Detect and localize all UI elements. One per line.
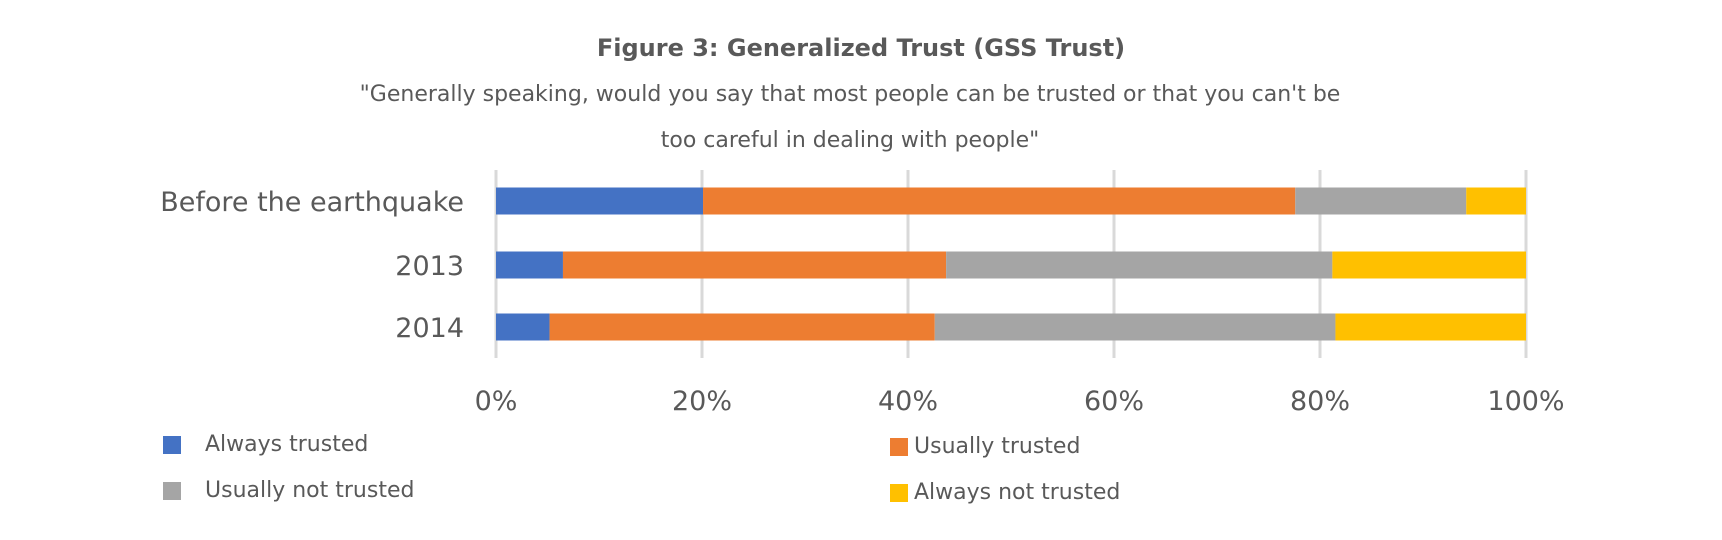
legend-item-usually-trusted: Usually trusted (890, 434, 1080, 459)
legend-item-usually-not-trusted: Usually not trusted (163, 478, 414, 503)
chart-title: Figure 3: Generalized Trust (GSS Trust) (596, 34, 1126, 62)
bar-segment-usually-trusted (703, 187, 1296, 215)
bar-segment-usually-not-trusted (1295, 187, 1467, 215)
bar-segment-usually-not-trusted (946, 251, 1333, 279)
legend-item-always-trusted: Always trusted (163, 432, 368, 457)
bar-segment-always-trusted (496, 251, 563, 279)
legend-label: Usually trusted (914, 434, 1081, 459)
category-label: 2014 (395, 313, 464, 344)
x-tick-label: 80% (1290, 386, 1350, 417)
legend-label: Always trusted (205, 432, 369, 457)
chart-subtitle-line-1: "Generally speaking, would you say that … (359, 82, 1341, 107)
x-tick-label: 40% (878, 386, 938, 417)
legend-swatch (890, 483, 908, 502)
category-label: 2013 (395, 251, 464, 282)
bar-segment-always-trusted (496, 313, 550, 341)
x-tick-label: 20% (672, 386, 732, 417)
chart-subtitle-line-2: too careful in dealing with people" (660, 128, 1040, 153)
bar-segment-usually-trusted (562, 251, 947, 279)
bar-segment-always-not-trusted (1466, 187, 1526, 215)
bar-segment-always-not-trusted (1332, 251, 1526, 279)
x-tick-label: 60% (1084, 386, 1144, 417)
bar-segment-usually-trusted (549, 313, 935, 341)
x-tick-label: 0% (475, 386, 518, 417)
bar-segment-usually-not-trusted (934, 313, 1336, 341)
bar-segment-always-not-trusted (1335, 313, 1526, 341)
x-tick-label: 100% (1487, 386, 1564, 417)
legend-swatch (163, 481, 181, 500)
legend-swatch (890, 437, 908, 456)
legend-label: Always not trusted (914, 480, 1121, 505)
legend-swatch (163, 435, 181, 454)
legend-item-always-not-trusted: Always not trusted (890, 480, 1120, 505)
legend-label: Usually not trusted (205, 478, 415, 503)
bar-segment-always-trusted (496, 187, 704, 215)
category-label: Before the earthquake (160, 187, 464, 218)
